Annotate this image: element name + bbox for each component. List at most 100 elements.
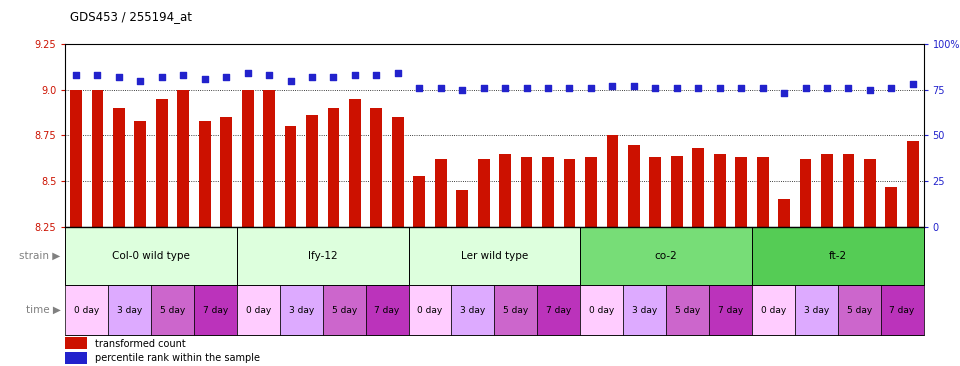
- Bar: [623, 285, 666, 335]
- Point: [497, 85, 513, 91]
- Bar: [451, 285, 494, 335]
- Bar: [671, 156, 683, 227]
- Point: [454, 87, 469, 93]
- Bar: [821, 154, 833, 227]
- Bar: [714, 154, 726, 227]
- Text: 5 day: 5 day: [675, 306, 700, 315]
- Point: [690, 85, 706, 91]
- Point: [261, 72, 276, 78]
- Bar: [91, 90, 104, 227]
- Text: 7 day: 7 day: [889, 306, 915, 315]
- Text: Col-0 wild type: Col-0 wild type: [112, 251, 190, 261]
- Text: 3 day: 3 day: [804, 306, 828, 315]
- Bar: [795, 285, 838, 335]
- Text: 5 day: 5 day: [847, 306, 872, 315]
- Text: 3 day: 3 day: [289, 306, 314, 315]
- Text: 7 day: 7 day: [718, 306, 743, 315]
- Point: [862, 87, 877, 93]
- Bar: [65, 337, 86, 349]
- Bar: [156, 99, 168, 227]
- Bar: [435, 159, 446, 227]
- Bar: [564, 159, 575, 227]
- Bar: [151, 285, 194, 335]
- Point: [176, 72, 191, 78]
- Bar: [178, 90, 189, 227]
- Bar: [134, 121, 146, 227]
- Bar: [907, 141, 919, 227]
- Bar: [752, 285, 795, 335]
- Point: [562, 85, 577, 91]
- Bar: [864, 159, 876, 227]
- Point: [798, 85, 813, 91]
- Bar: [285, 126, 297, 227]
- Text: 0 day: 0 day: [589, 306, 614, 315]
- Bar: [371, 108, 382, 227]
- Text: 7 day: 7 day: [374, 306, 399, 315]
- Bar: [538, 285, 580, 335]
- Point: [132, 78, 148, 83]
- Bar: [414, 176, 425, 227]
- Point: [626, 83, 641, 89]
- Text: transformed count: transformed count: [95, 339, 186, 348]
- Bar: [756, 157, 769, 227]
- Point: [605, 83, 620, 89]
- Text: 0 day: 0 day: [74, 306, 100, 315]
- Bar: [237, 285, 280, 335]
- Point: [412, 85, 427, 91]
- Bar: [494, 285, 538, 335]
- Bar: [800, 159, 811, 227]
- Bar: [199, 121, 210, 227]
- Bar: [709, 285, 752, 335]
- Bar: [779, 199, 790, 227]
- Bar: [752, 227, 924, 285]
- Point: [905, 81, 921, 87]
- Point: [433, 85, 448, 91]
- Point: [476, 85, 492, 91]
- Point: [68, 72, 84, 78]
- Text: 5 day: 5 day: [160, 306, 185, 315]
- Text: 3 day: 3 day: [460, 306, 486, 315]
- Point: [348, 72, 363, 78]
- Bar: [113, 108, 125, 227]
- Bar: [628, 145, 639, 227]
- Bar: [409, 285, 451, 335]
- Text: strain ▶: strain ▶: [19, 251, 60, 261]
- Bar: [392, 117, 404, 227]
- Bar: [585, 157, 597, 227]
- Bar: [885, 187, 898, 227]
- Bar: [580, 285, 623, 335]
- Point: [540, 85, 556, 91]
- Point: [90, 72, 106, 78]
- Bar: [327, 108, 340, 227]
- Point: [219, 74, 234, 80]
- Bar: [242, 90, 253, 227]
- Bar: [65, 352, 86, 363]
- Bar: [306, 115, 318, 227]
- Point: [304, 74, 320, 80]
- Bar: [194, 285, 237, 335]
- Point: [648, 85, 663, 91]
- Text: lfy-12: lfy-12: [308, 251, 338, 261]
- Text: percentile rank within the sample: percentile rank within the sample: [95, 353, 260, 363]
- Text: GDS453 / 255194_at: GDS453 / 255194_at: [70, 10, 192, 23]
- Text: 7 day: 7 day: [203, 306, 228, 315]
- Text: 5 day: 5 day: [503, 306, 529, 315]
- Text: time ▶: time ▶: [26, 305, 60, 315]
- Bar: [65, 285, 108, 335]
- Point: [733, 85, 749, 91]
- Point: [325, 74, 341, 80]
- Point: [777, 90, 792, 96]
- Bar: [478, 159, 490, 227]
- Bar: [499, 154, 511, 227]
- Bar: [607, 135, 618, 227]
- Bar: [520, 157, 533, 227]
- Bar: [843, 154, 854, 227]
- Point: [111, 74, 127, 80]
- Text: Ler wild type: Ler wild type: [461, 251, 528, 261]
- Point: [584, 85, 599, 91]
- Point: [841, 85, 856, 91]
- Bar: [880, 285, 924, 335]
- Bar: [263, 90, 275, 227]
- Bar: [220, 117, 232, 227]
- Bar: [666, 285, 709, 335]
